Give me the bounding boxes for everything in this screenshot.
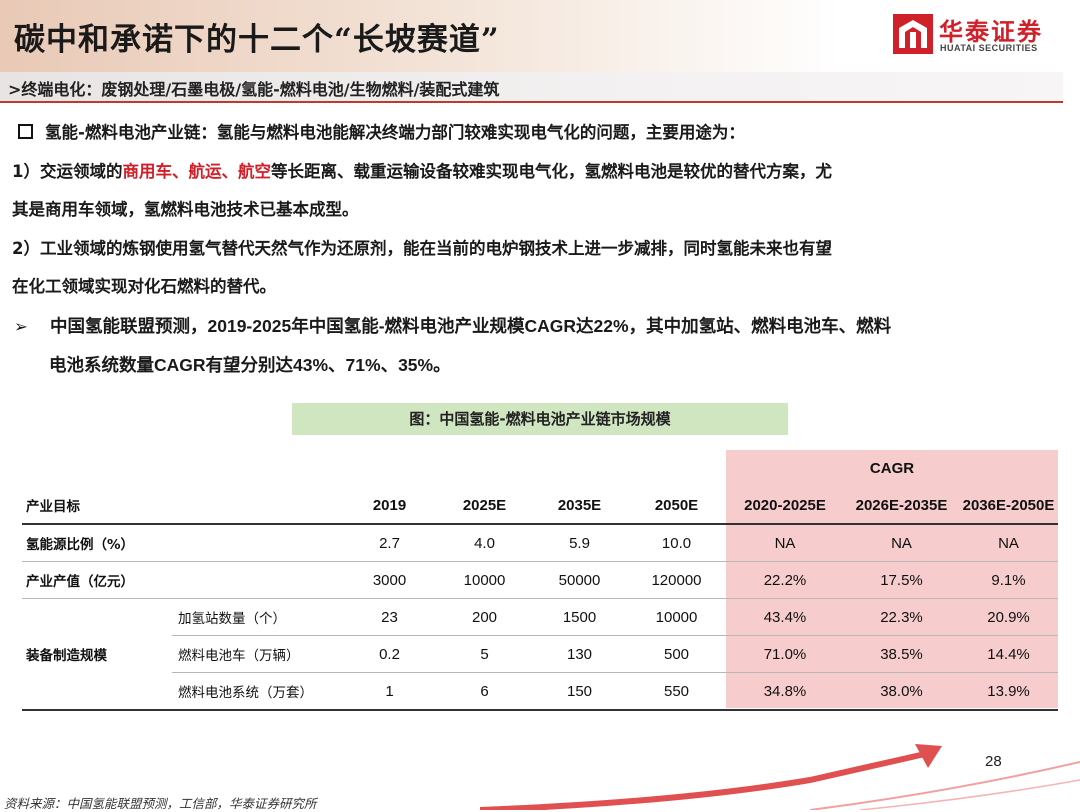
p1-prefix: 1）交运领域的 <box>12 161 123 181</box>
header-cagr-2020-2025e: 2020-2025E <box>726 487 844 525</box>
table-cell: 10000 <box>627 598 726 636</box>
cagr-cell: 22.3% <box>844 598 959 636</box>
paragraph-2-line-2: 在化工领域实现对化石燃料的替代。 <box>12 277 276 296</box>
cagr-cell: NA <box>959 524 1059 562</box>
table-cell: 150 <box>532 672 627 711</box>
table-row: 燃料电池系统（万套） 1 6 150 550 34.8% 38.0% 13.9% <box>22 672 1059 711</box>
cagr-cell: NA <box>844 524 959 562</box>
cagr-header: CAGR <box>869 460 915 477</box>
cagr-cell: 34.8% <box>726 672 844 711</box>
table-cell: 200 <box>437 598 532 636</box>
header-2050e: 2050E <box>627 487 726 525</box>
logo-text-en: HUATAI SECURITIES <box>940 43 1038 53</box>
cagr-cell: 38.5% <box>844 635 959 673</box>
intro-label: 氢能-燃料电池产业链： <box>45 123 217 142</box>
table-cell: 1500 <box>532 598 627 636</box>
huatai-logo-icon <box>893 14 933 54</box>
table-cell: 10.0 <box>627 524 726 562</box>
logo-text-cn: 华泰证券 <box>939 18 1043 46</box>
cagr-cell: 20.9% <box>959 598 1059 636</box>
intro-line: 氢能-燃料电池产业链：氢能与燃料电池能解决终端力部门较难实现电气化的问题，主要用… <box>12 114 1058 153</box>
bullet-line-1: ➢ 中国氢能联盟预测，2019-2025年中国氢能-燃料电池产业规模CAGR达22… <box>12 307 1058 347</box>
row-label: 氢能源比例（%） <box>22 524 342 562</box>
table-row: 产业产值（亿元） 3000 10000 50000 120000 22.2% 1… <box>22 561 1059 599</box>
table-row: 燃料电池车（万辆） 0.2 5 130 500 71.0% 38.5% 14.4… <box>22 635 1059 673</box>
header-2035e: 2035E <box>532 487 627 525</box>
header-label: 产业目标 <box>22 487 172 525</box>
table-cell: 10000 <box>437 561 532 599</box>
table-cell: 550 <box>627 672 726 711</box>
cagr-cell: 13.9% <box>959 672 1059 711</box>
header-cagr-2026e-2035e: 2026E-2035E <box>844 487 959 525</box>
table-cell: 3000 <box>342 561 437 599</box>
cagr-cell: 71.0% <box>726 635 844 673</box>
sub-row-label: 燃料电池系统（万套） <box>172 672 342 711</box>
table-cell: 120000 <box>627 561 726 599</box>
table-cell: 4.0 <box>437 524 532 562</box>
header-2025e: 2025E <box>437 487 532 525</box>
body-text: 氢能-燃料电池产业链：氢能与燃料电池能解决终端力部门较难实现电气化的问题，主要用… <box>12 114 1058 386</box>
table-cell: 500 <box>627 635 726 673</box>
cagr-cell: 17.5% <box>844 561 959 599</box>
p1-rest: 等长距离、载重运输设备较难实现电气化，氢燃料电池是较优的替代方案，尤 <box>270 161 832 181</box>
section-breadcrumb-bar: >终端电化：废钢处理/石墨电极/氢能-燃料电池/生物燃料/装配式建筑 <box>0 72 1063 103</box>
sub-row-label: 燃料电池车（万辆） <box>172 635 342 673</box>
intro-text: 氢能与燃料电池能解决终端力部门较难实现电气化的问题，主要用途为： <box>216 123 745 142</box>
table-cell: 23 <box>342 598 437 636</box>
table-cell: 6 <box>437 672 532 711</box>
group-label: 装备制造规模 <box>22 598 172 711</box>
market-size-table: CAGR 产业目标 2019 2025E 2035E 2050E 2020-20… <box>22 450 1059 711</box>
red-arrow-decoration-icon <box>480 744 1080 810</box>
table-header-row-2: 产业目标 2019 2025E 2035E 2050E 2020-2025E 2… <box>22 487 1059 525</box>
table-cell: 0.2 <box>342 635 437 673</box>
table-cell: 5.9 <box>532 524 627 562</box>
table-header-row-1: CAGR <box>22 450 1058 487</box>
title-bar: 碳中和承诺下的十二个“长坡赛道” 华泰证券 HUATAI SECURITIES <box>0 0 1080 72</box>
square-bullet-icon <box>18 124 33 139</box>
table-cell: 1 <box>342 672 437 711</box>
bullet-arrow-icon: ➢ <box>14 316 28 336</box>
table-cell: 5 <box>437 635 532 673</box>
bullet-line-2: 电池系统数量CAGR有望分别达43%、71%、35%。 <box>12 346 1058 386</box>
table-row: 装备制造规模 加氢站数量（个） 23 200 1500 10000 43.4% … <box>22 598 1059 711</box>
paragraph-2-line-1: 2）工业领域的炼钢使用氢气替代天然气作为还原剂，能在当前的电炉钢技术上进一步减排… <box>12 238 832 258</box>
bullet-text-2: 电池系统数量CAGR有望分别达43%、71%、35%。 <box>49 355 451 375</box>
cagr-cell: 22.2% <box>726 561 844 599</box>
header-cagr-2036e-2050e: 2036E-2050E <box>959 487 1059 525</box>
table-cell: 130 <box>532 635 627 673</box>
source-note: 资料来源：中国氢能联盟预测，工信部，华泰证券研究所 <box>4 796 317 811</box>
header-2019: 2019 <box>342 487 437 525</box>
table-cell: 2.7 <box>342 524 437 562</box>
p1-highlight: 商用车、航运、航空 <box>122 161 271 181</box>
bullet-text-1: 中国氢能联盟预测，2019-2025年中国氢能-燃料电池产业规模CAGR达22%… <box>50 315 892 336</box>
table-row: 氢能源比例（%） 2.7 4.0 5.9 10.0 NA NA NA <box>22 524 1059 562</box>
row-label: 产业产值（亿元） <box>22 561 342 599</box>
table-caption: 图：中国氢能-燃料电池产业链市场规模 <box>292 403 788 435</box>
paragraph-1-line-1: 1）交运领域的商用车、航运、航空等长距离、载重运输设备较难实现电气化，氢燃料电池… <box>12 153 1058 192</box>
sub-row-label: 加氢站数量（个） <box>172 598 342 636</box>
cagr-cell: 9.1% <box>959 561 1059 599</box>
brand-logo: 华泰证券 HUATAI SECURITIES <box>893 14 1063 58</box>
cagr-cell: NA <box>726 524 844 562</box>
page-number: 28 <box>985 753 1002 770</box>
table-cell: 50000 <box>532 561 627 599</box>
cagr-cell: 43.4% <box>726 598 844 636</box>
slide-title: 碳中和承诺下的十二个“长坡赛道” <box>14 22 500 58</box>
cagr-cell: 14.4% <box>959 635 1059 673</box>
breadcrumb: >终端电化：废钢处理/石墨电极/氢能-燃料电池/生物燃料/装配式建筑 <box>8 80 500 99</box>
paragraph-1-line-2: 其是商用车领域，氢燃料电池技术已基本成型。 <box>12 200 359 219</box>
cagr-cell: 38.0% <box>844 672 959 711</box>
